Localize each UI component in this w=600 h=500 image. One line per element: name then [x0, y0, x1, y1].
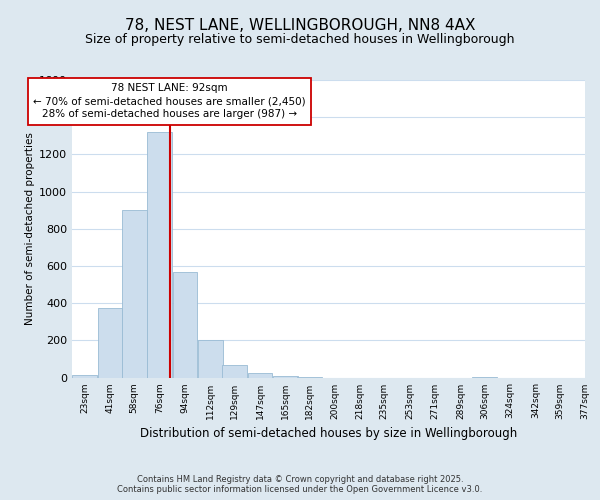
Bar — [98, 308, 122, 378]
Bar — [222, 366, 247, 378]
Bar — [273, 376, 298, 378]
Y-axis label: Number of semi-detached properties: Number of semi-detached properties — [25, 132, 35, 325]
Bar — [248, 373, 272, 378]
Bar — [122, 210, 146, 378]
Bar — [73, 374, 97, 378]
Text: 78 NEST LANE: 92sqm
← 70% of semi-detached houses are smaller (2,450)
28% of sem: 78 NEST LANE: 92sqm ← 70% of semi-detach… — [33, 83, 306, 120]
Bar — [198, 340, 223, 378]
Bar — [297, 376, 322, 378]
Text: Contains HM Land Registry data © Crown copyright and database right 2025.
Contai: Contains HM Land Registry data © Crown c… — [118, 474, 482, 494]
Text: 78, NEST LANE, WELLINGBOROUGH, NN8 4AX: 78, NEST LANE, WELLINGBOROUGH, NN8 4AX — [125, 18, 475, 32]
Bar — [147, 132, 172, 378]
Text: Size of property relative to semi-detached houses in Wellingborough: Size of property relative to semi-detach… — [85, 34, 515, 46]
X-axis label: Distribution of semi-detached houses by size in Wellingborough: Distribution of semi-detached houses by … — [140, 427, 517, 440]
Bar — [173, 272, 197, 378]
Bar — [472, 376, 497, 378]
